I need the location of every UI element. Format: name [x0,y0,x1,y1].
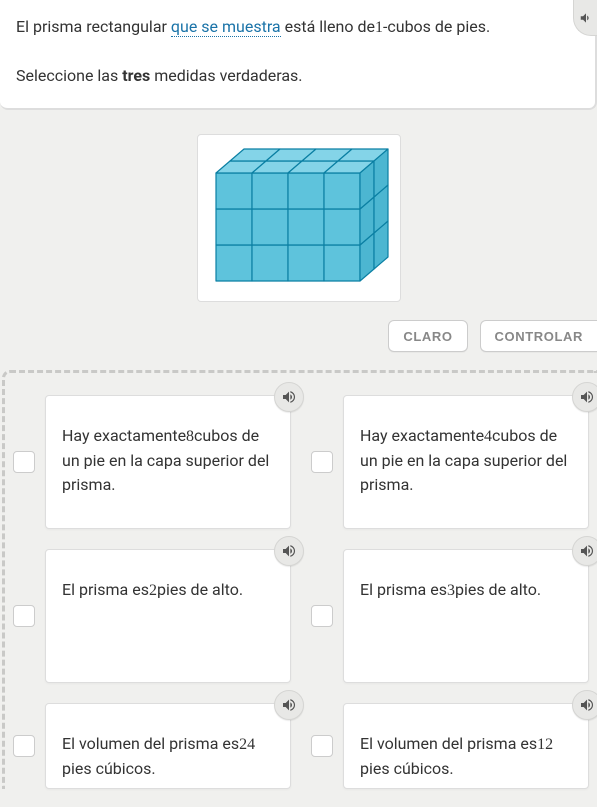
choice-checkbox[interactable] [311,451,333,473]
audio-icon[interactable] [274,536,304,566]
choice-checkbox[interactable] [311,605,333,627]
math-num: 12 [537,736,553,753]
choice-text: El prisma es3pies de alto. [360,578,572,603]
choice-checkbox[interactable] [13,605,35,627]
text: pies cúbicos. [62,759,156,778]
instructions-panel: El prisma rectangular que se muestra est… [0,0,597,110]
choice-text: Hay exactamente8cubos de un pie en la ca… [62,424,274,497]
choice-text: Hay exactamente4cubos de un pie en la ca… [360,424,572,497]
text: El prisma es [62,580,149,599]
choice-4: El prisma es3pies de alto. [311,549,589,683]
audio-icon[interactable] [572,382,597,412]
text: está lleno de [281,17,375,36]
choice-text: El volumen del prisma es12 pies cúbicos. [360,732,572,781]
text: Seleccione las [16,66,122,85]
clear-button[interactable]: CLARO [388,320,467,352]
choice-6: El volumen del prisma es12 pies cúbicos. [311,703,589,789]
text: Hay exactamente [360,426,484,445]
text: El prisma rectangular [16,17,171,36]
audio-icon[interactable] [274,690,304,720]
prism-svg [208,143,390,293]
choice-3: El prisma es2pies de alto. [13,549,291,683]
choices-area: Hay exactamente8cubos de un pie en la ca… [2,370,597,789]
figure-card [197,134,401,302]
audio-icon[interactable] [274,382,304,412]
choice-text: El prisma es2pies de alto. [62,578,274,603]
button-row: CLARO CONTROLAR [0,320,597,370]
math-num: 8 [186,428,194,445]
audio-icon[interactable] [572,690,597,720]
choice-card[interactable]: El prisma es3pies de alto. [343,549,589,683]
choice-card[interactable]: El prisma es2pies de alto. [45,549,291,683]
text: pies de alto. [157,580,243,599]
math-num: 2 [149,582,157,599]
math-num: 1 [375,19,383,36]
audio-icon[interactable] [572,536,597,566]
choice-card[interactable]: Hay exactamente4cubos de un pie en la ca… [343,395,589,529]
text: -cubos de pies. [383,17,490,36]
choice-5: El volumen del prisma es24 pies cúbicos. [13,703,291,789]
text: El volumen del prisma es [62,734,239,753]
text: El prisma es [360,580,447,599]
instruction-line-2: Seleccione las tres medidas verdaderas. [16,63,579,89]
math-num: 24 [239,736,255,753]
bold-count: tres [122,66,150,85]
text: El volumen del prisma es [360,734,537,753]
choice-1: Hay exactamente8cubos de un pie en la ca… [13,395,291,529]
choice-checkbox[interactable] [13,451,35,473]
choice-2: Hay exactamente4cubos de un pie en la ca… [311,395,589,529]
choice-checkbox[interactable] [311,735,333,757]
text: pies cúbicos. [360,759,454,778]
math-num: 3 [447,582,455,599]
choice-card[interactable]: El volumen del prisma es12 pies cúbicos. [343,703,589,789]
choice-text: El volumen del prisma es24 pies cúbicos. [62,732,274,781]
text: pies de alto. [455,580,541,599]
choice-card[interactable]: Hay exactamente8cubos de un pie en la ca… [45,395,291,529]
text: medidas verdaderas. [150,66,302,85]
check-button[interactable]: CONTROLAR [480,320,597,352]
figure-container [0,110,597,320]
show-link[interactable]: que se muestra [171,17,281,37]
math-num: 4 [484,428,492,445]
choice-checkbox[interactable] [13,735,35,757]
text: Hay exactamente [62,426,186,445]
choice-card[interactable]: El volumen del prisma es24 pies cúbicos. [45,703,291,789]
instruction-line-1: El prisma rectangular que se muestra est… [16,14,579,41]
